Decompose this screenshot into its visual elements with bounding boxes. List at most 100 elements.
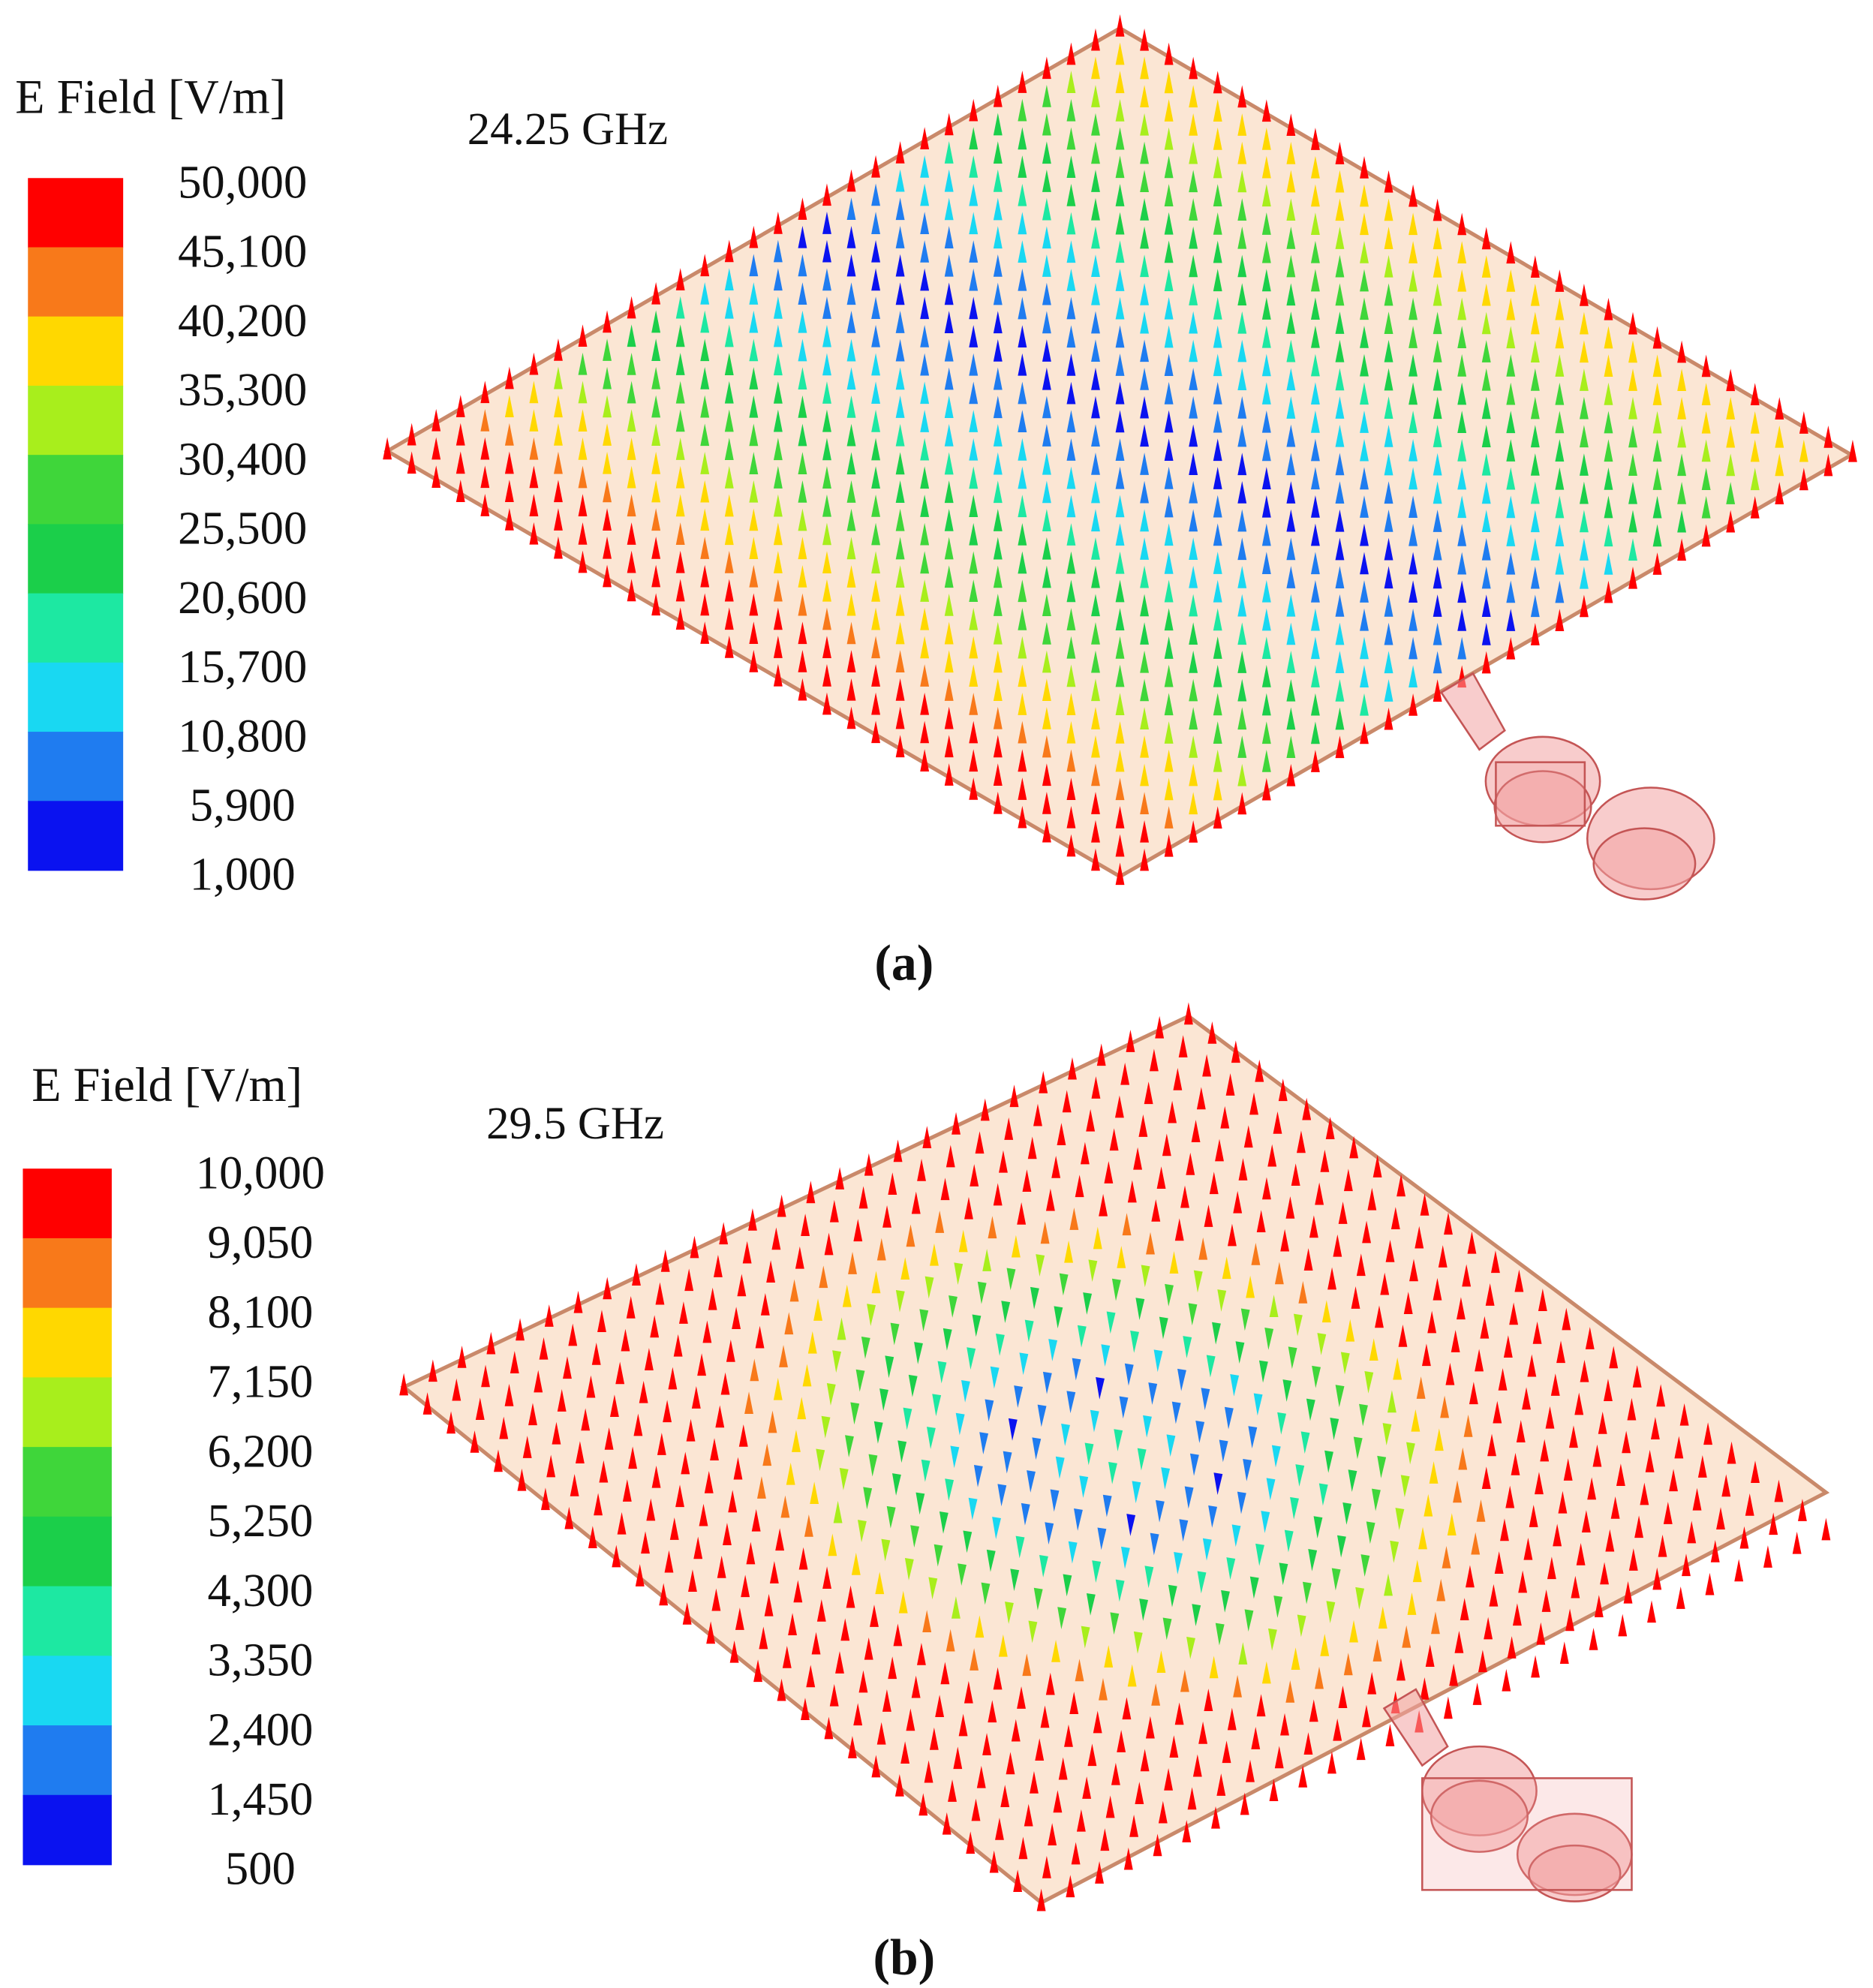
field-arrow bbox=[1628, 1548, 1638, 1571]
field-arrow bbox=[840, 1618, 850, 1641]
field-arrow bbox=[1115, 155, 1125, 179]
field-arrow bbox=[798, 367, 807, 390]
field-arrow bbox=[480, 465, 490, 489]
field-arrow bbox=[1530, 368, 1540, 391]
field-arrow bbox=[578, 409, 588, 432]
field-arrow bbox=[1110, 1612, 1120, 1635]
field-arrow bbox=[1579, 594, 1589, 618]
field-arrow bbox=[554, 451, 563, 474]
field-arrow bbox=[1579, 453, 1589, 476]
field-arrow bbox=[942, 1812, 952, 1835]
field-arrow bbox=[1042, 791, 1051, 814]
field-arrow bbox=[1237, 395, 1247, 419]
field-arrow bbox=[1457, 495, 1467, 519]
field-arrow bbox=[1018, 495, 1027, 518]
field-arrow bbox=[1342, 1502, 1352, 1525]
field-arrow bbox=[1616, 1463, 1625, 1486]
field-arrow bbox=[639, 1380, 648, 1403]
field-arrow bbox=[822, 636, 831, 659]
field-arrow bbox=[711, 1588, 721, 1611]
field-arrow bbox=[554, 423, 563, 446]
field-arrow bbox=[798, 508, 807, 531]
field-arrow bbox=[1273, 1596, 1283, 1618]
field-arrow bbox=[1650, 1417, 1660, 1439]
field-arrow bbox=[1042, 226, 1051, 249]
field-arrow bbox=[993, 650, 1003, 673]
field-arrow bbox=[1431, 1611, 1440, 1635]
field-arrow bbox=[980, 1098, 990, 1121]
field-arrow bbox=[1066, 636, 1076, 659]
field-arrow bbox=[651, 366, 661, 389]
field-arrow bbox=[1338, 1202, 1348, 1224]
field-arrow bbox=[857, 1520, 867, 1542]
field-arrow bbox=[1286, 311, 1296, 334]
field-arrow bbox=[1288, 1346, 1297, 1370]
field-arrow bbox=[749, 564, 759, 588]
field-arrow bbox=[1604, 411, 1613, 434]
field-arrow bbox=[1022, 1653, 1032, 1677]
field-arrow bbox=[871, 438, 880, 461]
field-arrow bbox=[958, 1713, 968, 1737]
field-arrow bbox=[651, 1465, 661, 1488]
field-arrow bbox=[1444, 1212, 1453, 1235]
field-arrow bbox=[1140, 28, 1149, 51]
field-arrow bbox=[1412, 1559, 1422, 1583]
panel-b: 29.5 GHz E Field [V/m] (b) bbox=[32, 1002, 1831, 1985]
field-arrow bbox=[822, 607, 831, 630]
field-arrow bbox=[1274, 1746, 1284, 1769]
field-arrow bbox=[1008, 1418, 1018, 1441]
field-arrow bbox=[1018, 664, 1027, 687]
field-arrow bbox=[1174, 1702, 1184, 1725]
field-arrow bbox=[594, 1493, 603, 1516]
field-arrow bbox=[822, 466, 831, 489]
field-arrow bbox=[1384, 170, 1393, 193]
field-arrow bbox=[700, 452, 710, 474]
field-arrow bbox=[920, 495, 930, 517]
field-arrow bbox=[1579, 566, 1589, 589]
field-arrow bbox=[1618, 1614, 1628, 1637]
field-arrow bbox=[1261, 269, 1271, 292]
field-arrow bbox=[455, 395, 465, 417]
field-arrow bbox=[1061, 1424, 1070, 1446]
field-arrow bbox=[1406, 1442, 1415, 1465]
field-arrow bbox=[1384, 254, 1393, 278]
field-arrow bbox=[773, 409, 783, 432]
field-arrow bbox=[940, 1662, 950, 1685]
field-arrow bbox=[1485, 1283, 1495, 1306]
field-arrow bbox=[504, 480, 514, 503]
field-arrow bbox=[1579, 283, 1589, 306]
field-arrow bbox=[1091, 763, 1100, 786]
field-arrow bbox=[1115, 749, 1125, 772]
field-arrow bbox=[1140, 820, 1149, 843]
field-arrow bbox=[1141, 1265, 1150, 1288]
field-arrow bbox=[651, 564, 661, 588]
field-arrow bbox=[1286, 170, 1296, 193]
field-arrow bbox=[1458, 1447, 1468, 1470]
field-arrow bbox=[1164, 296, 1174, 320]
field-arrow bbox=[993, 537, 1003, 560]
field-arrow bbox=[1132, 1481, 1141, 1504]
field-arrow bbox=[1213, 777, 1222, 801]
field-arrow bbox=[1140, 792, 1149, 814]
legend-band bbox=[23, 1447, 112, 1517]
field-arrow bbox=[1115, 720, 1125, 744]
field-arrow bbox=[1189, 735, 1198, 758]
field-arrow bbox=[1335, 594, 1345, 617]
field-arrow bbox=[1174, 1218, 1184, 1241]
field-arrow bbox=[1017, 1686, 1026, 1709]
field-arrow bbox=[1433, 227, 1442, 250]
field-arrow bbox=[1164, 71, 1174, 94]
field-arrow bbox=[1246, 1759, 1255, 1782]
field-arrow bbox=[1237, 792, 1247, 815]
field-arrow bbox=[895, 452, 905, 475]
field-arrow bbox=[1035, 1738, 1045, 1761]
field-arrow bbox=[1433, 198, 1442, 221]
field-arrow bbox=[1377, 1455, 1387, 1478]
field-arrow bbox=[1273, 1111, 1282, 1134]
field-arrow bbox=[1051, 1639, 1060, 1662]
field-arrow bbox=[1652, 383, 1662, 405]
field-arrow bbox=[798, 593, 807, 616]
field-arrow bbox=[1360, 212, 1369, 236]
field-arrow bbox=[1750, 411, 1760, 434]
field-arrow bbox=[737, 1274, 747, 1297]
